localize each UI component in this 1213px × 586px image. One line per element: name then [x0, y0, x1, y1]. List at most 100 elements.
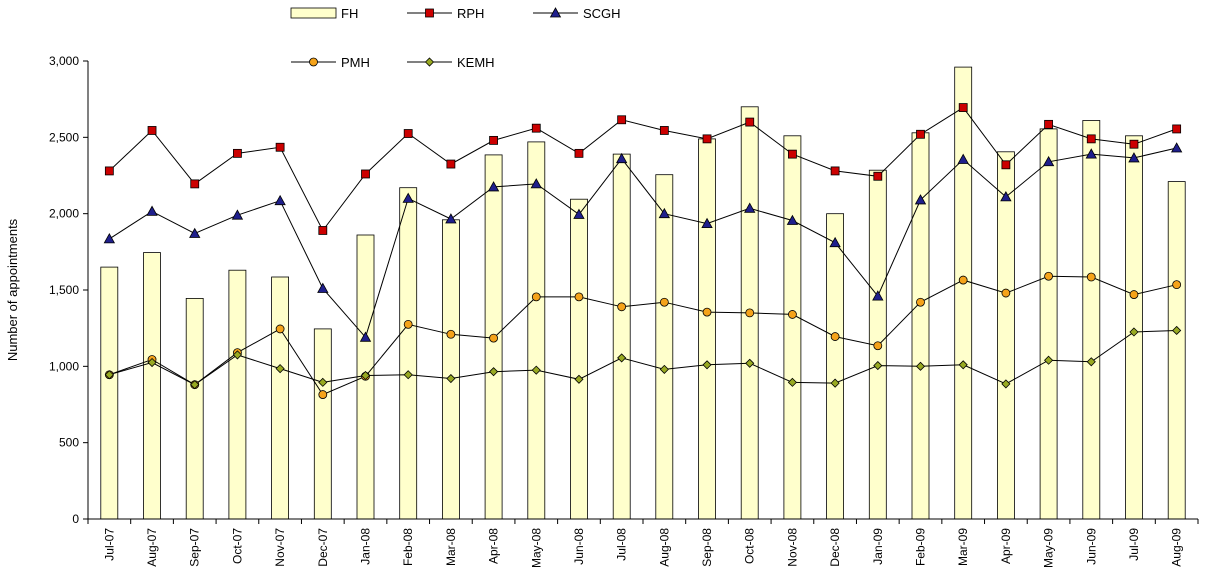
legend-item-kemh: KEMH: [407, 55, 495, 70]
bar-fh-Feb-08: [399, 187, 418, 520]
point-kemh-Sep-07: [190, 380, 200, 390]
line-pmh: [109, 275, 1177, 396]
legend-label-kemh: KEMH: [457, 55, 495, 70]
y-tick-label: 500: [59, 436, 79, 450]
point-scgh-Mar-08: [445, 213, 457, 224]
point-kemh-Nov-08: [787, 377, 797, 387]
point-scgh-Jul-07: [103, 233, 116, 244]
x-tick-label: Nov-08: [785, 528, 799, 567]
legend-marker-pmh: [309, 57, 318, 67]
point-rph-Jan-09: [873, 171, 883, 181]
point-rph-Aug-07: [147, 126, 157, 135]
bar-fh-Nov-07: [271, 276, 290, 520]
point-kemh-Jan-08: [360, 370, 371, 381]
legend-label-scgh: SCGH: [583, 6, 621, 21]
point-rph-Feb-08: [403, 129, 413, 138]
point-rph-Apr-08: [489, 135, 498, 145]
point-rph-Sep-08: [702, 134, 712, 144]
point-rph-Nov-07: [275, 142, 285, 152]
point-kemh-Mar-08: [446, 373, 456, 384]
bar-fh-Feb-09: [911, 132, 930, 520]
bar-fh-Jul-08: [612, 153, 631, 520]
point-rph-Jul-08: [617, 115, 627, 125]
point-rph-May-08: [531, 123, 541, 133]
y-tick-label: 1,000: [49, 359, 79, 373]
legend-label-rph: RPH: [457, 6, 484, 21]
point-kemh-Oct-07: [232, 350, 242, 360]
point-rph-Mar-08: [446, 159, 456, 169]
legend-item-rph: RPH: [407, 6, 484, 21]
point-kemh-Jun-08: [574, 374, 584, 384]
point-kemh-Jul-08: [617, 353, 627, 363]
x-tick-label: Aug-09: [1170, 528, 1184, 567]
bar-fh-Dec-08: [826, 213, 844, 520]
x-tick-label: Sep-07: [188, 528, 202, 567]
point-kemh-May-08: [531, 365, 541, 375]
legend-swatch-fh: [290, 7, 337, 19]
bar-fh-Nov-08: [783, 135, 802, 520]
point-kemh-Feb-09: [915, 361, 926, 371]
x-tick-label: Oct-08: [743, 528, 757, 564]
line-rph: [108, 106, 1177, 232]
legend-item-fh: FH: [290, 6, 358, 21]
point-scgh-Jun-08: [573, 208, 585, 219]
point-pmh-Oct-08: [745, 308, 755, 318]
point-kemh-Jul-09: [1129, 327, 1139, 337]
point-pmh-Sep-08: [702, 307, 712, 317]
point-scgh-Jul-08: [615, 152, 628, 164]
point-kemh-Jul-07: [104, 370, 114, 380]
point-kemh-Apr-08: [489, 367, 499, 377]
legend-marker-kemh: [424, 57, 435, 67]
point-scgh-Mar-09: [957, 153, 969, 164]
x-tick-label: Feb-08: [401, 528, 415, 566]
point-pmh-Jun-08: [574, 292, 584, 302]
point-scgh-Jan-08: [359, 331, 372, 342]
point-pmh-Jul-08: [617, 302, 627, 312]
lines-layer: [108, 106, 1177, 396]
legend-label-pmh: PMH: [341, 55, 370, 70]
point-kemh-Sep-08: [702, 360, 712, 370]
point-pmh-May-09: [1044, 271, 1053, 281]
bar-fh-May-09: [1039, 128, 1058, 520]
point-rph-Dec-07: [318, 226, 328, 235]
point-scgh-Oct-08: [744, 202, 756, 213]
point-pmh-Mar-09: [958, 275, 968, 285]
point-rph-Jan-08: [361, 169, 370, 179]
point-scgh-Jul-09: [1128, 152, 1140, 163]
bar-fh-Aug-07: [143, 252, 161, 520]
y-tick-label: 2,500: [49, 130, 79, 144]
point-rph-Aug-08: [659, 126, 669, 135]
point-scgh-May-09: [1042, 155, 1055, 167]
point-kemh-Nov-07: [275, 364, 285, 374]
x-tick-label: Jul-07: [102, 528, 116, 561]
point-rph-Mar-09: [958, 103, 968, 112]
point-kemh-Jan-09: [873, 361, 883, 371]
point-rph-Jul-07: [104, 166, 114, 176]
point-scgh-Apr-09: [1000, 191, 1012, 202]
x-tick-label: Aug-08: [657, 528, 671, 567]
point-pmh-Nov-07: [275, 324, 285, 334]
x-tick-label: Mar-08: [444, 528, 458, 566]
legend-marker-scgh: [549, 7, 562, 18]
bar-fh-Oct-07: [228, 269, 247, 520]
x-tick-label: Jun-08: [572, 528, 586, 565]
point-pmh-Jan-09: [873, 341, 883, 351]
point-scgh-Sep-07: [189, 227, 201, 238]
point-scgh-Nov-07: [274, 194, 286, 206]
bar-fh-May-08: [527, 141, 546, 520]
point-kemh-Oct-08: [745, 358, 755, 368]
point-pmh-Dec-07: [318, 390, 328, 399]
point-kemh-Mar-09: [958, 360, 968, 370]
bar-fh-Jul-09: [1125, 135, 1143, 520]
legend-item-scgh: SCGH: [533, 6, 621, 21]
point-rph-Oct-08: [745, 117, 755, 127]
bar-fh-Apr-09: [997, 151, 1015, 520]
x-tick-label: Nov-07: [273, 528, 287, 567]
point-rph-Nov-08: [788, 149, 797, 159]
point-kemh-Feb-08: [403, 370, 413, 380]
bar-fh-Mar-09: [954, 66, 973, 520]
y-axis-title: Number of appointments: [5, 218, 20, 361]
point-kemh-Aug-09: [1172, 325, 1182, 336]
legend-item-pmh: PMH: [291, 55, 370, 70]
point-scgh-Jan-09: [872, 290, 884, 301]
